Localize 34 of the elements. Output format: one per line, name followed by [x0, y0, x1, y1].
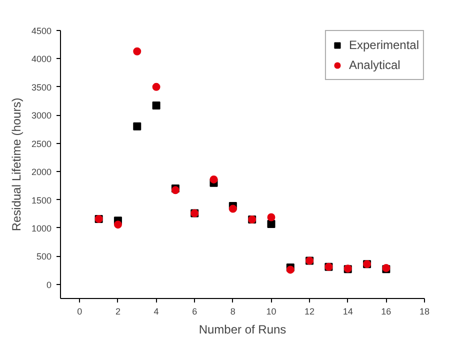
point [267, 213, 276, 222]
y-tick-label: 2000 [31, 167, 52, 178]
x-tick-label: 4 [154, 306, 159, 316]
y-tick-label: 2500 [31, 138, 52, 149]
point [228, 204, 237, 213]
y-tick-label: 0 [46, 280, 52, 290]
y-tick-label: 500 [36, 252, 52, 262]
point [267, 220, 276, 228]
x-tick-label: 16 [381, 306, 392, 316]
point [133, 122, 142, 130]
legend-label: Experimental [348, 38, 419, 52]
y-tick-label: 3000 [31, 110, 52, 121]
point [114, 220, 122, 229]
y-tick-label: 1000 [31, 223, 52, 234]
x-tick-label: 12 [304, 306, 315, 316]
x-tick-label: 6 [192, 306, 198, 316]
point [210, 175, 218, 184]
point [152, 102, 160, 110]
y-tick-label: 4500 [31, 26, 52, 36]
x-tick-label: 2 [115, 306, 120, 316]
y-tick-label: 3500 [31, 82, 52, 92]
legend-label: Analytical [348, 58, 400, 72]
y-tick-label: 1500 [31, 195, 52, 206]
x-tick-label: 14 [342, 306, 353, 316]
x-tick-label: 0 [77, 306, 82, 316]
point [286, 266, 294, 274]
y-tick-label: 4000 [31, 54, 52, 64]
x-tick-label: 18 [419, 306, 430, 316]
point [152, 82, 160, 91]
y-axis-title: Residual Lifetime (hours) [9, 98, 24, 232]
x-tick-label: 8 [230, 306, 236, 316]
point [133, 47, 142, 56]
x-tick-label: 10 [266, 306, 276, 316]
x-axis-title: Number of Runs [198, 322, 286, 336]
